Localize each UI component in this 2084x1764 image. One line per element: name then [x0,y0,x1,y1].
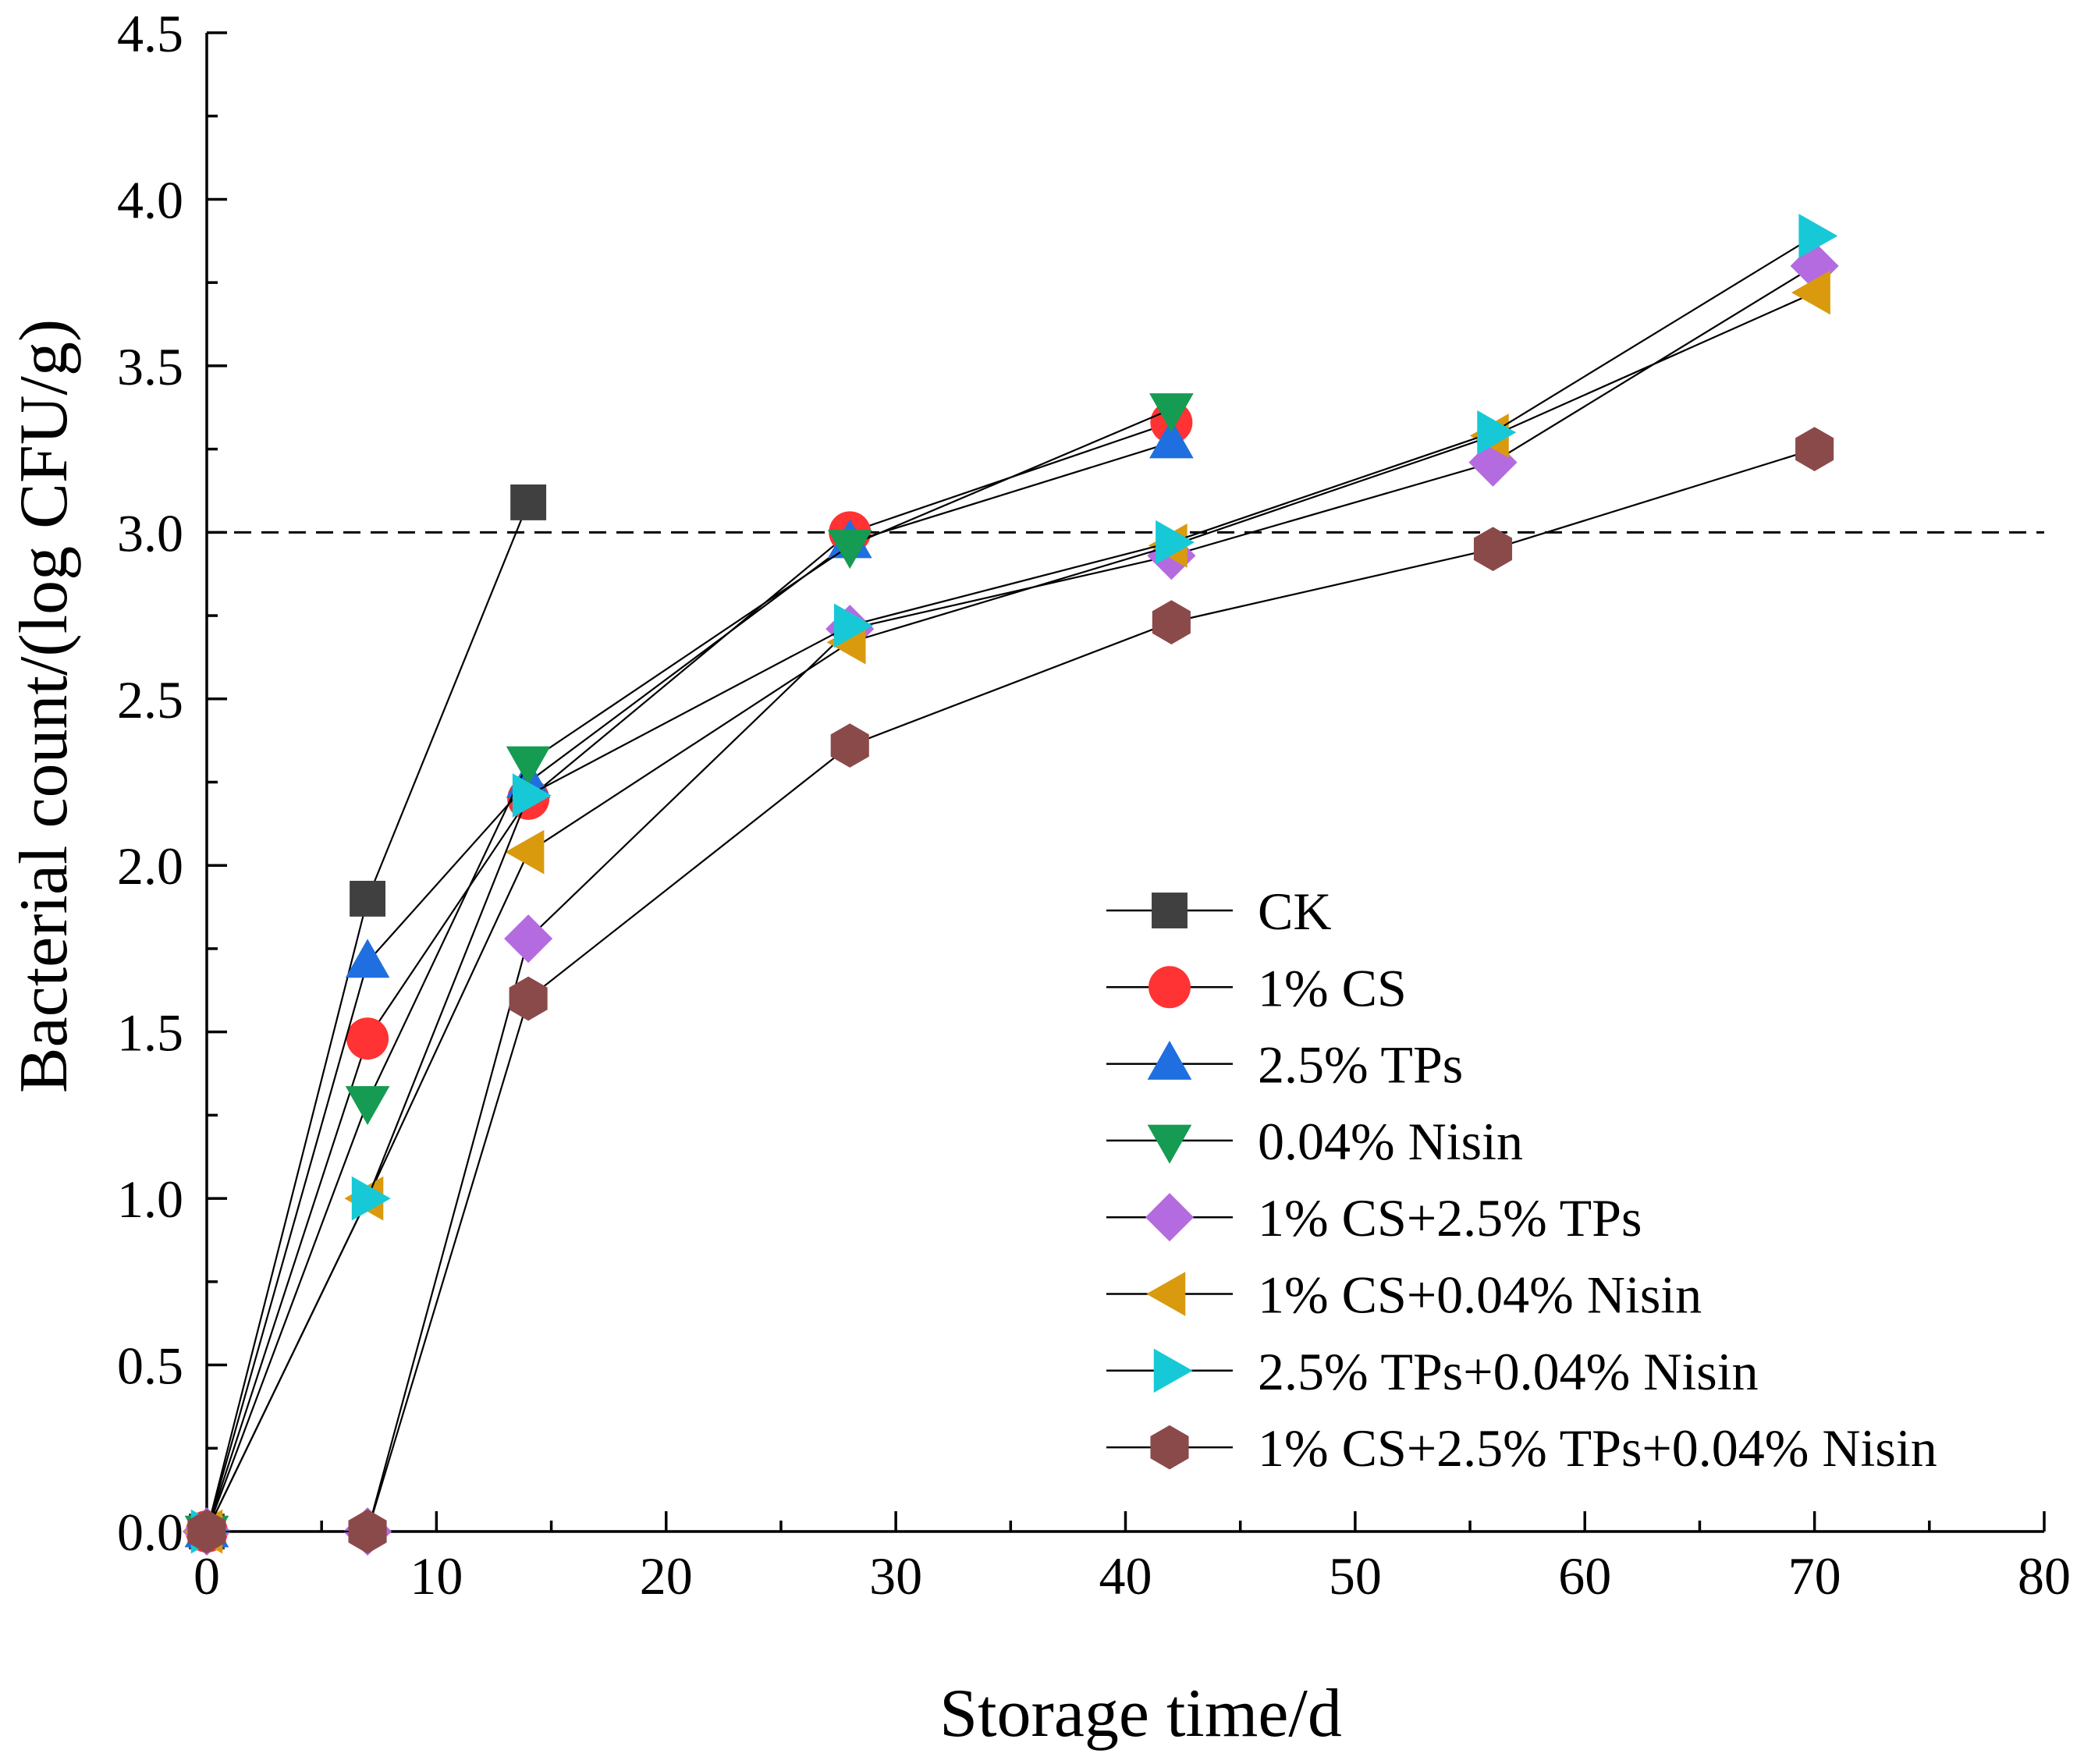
y-tick-label: 1.0 [117,1169,183,1229]
series-8 [187,427,1834,1554]
data-point [345,939,390,978]
legend-item: 1% CS [1106,958,1407,1017]
data-point [1477,410,1517,455]
legend-marker [1147,1124,1192,1164]
legend-label: 0.04% Nisin [1258,1112,1523,1171]
legend-label: CK [1258,882,1331,941]
y-tick-label: 3.5 [117,337,183,396]
legend-item: 1% CS+2.5% TPs [1106,1188,1642,1248]
data-point [510,484,547,520]
y-tick-label: 3.0 [117,503,183,563]
data-point [830,723,869,768]
legend-marker [1153,1348,1193,1393]
legend-label: 1% CS+2.5% TPs+0.04% Nisin [1258,1418,1937,1478]
data-point [1473,527,1513,572]
y-tick-label: 4.0 [117,170,183,229]
y-tick-label: 2.0 [117,836,183,896]
data-point [1156,520,1195,565]
legend-item: 2.5% TPs [1106,1035,1463,1095]
legend-marker [1145,1193,1195,1242]
data-point [346,1017,389,1060]
tick-labels: 0 10 20 30 40 50 60 70 80 0.0 0.5 1.0 1.5 2.0 2.5 3.0 3.… [117,4,2071,1606]
x-tick-label: 60 [1558,1546,1611,1606]
x-axis-title: Storage time/d [939,1676,1342,1752]
data-point [505,829,545,875]
x-tick-label: 30 [869,1546,922,1606]
legend-marker [1146,1272,1186,1316]
legend-item: 1% CS+0.04% Nisin [1106,1265,1702,1325]
data-point [345,1086,390,1126]
series-2 [186,401,1193,1553]
data-point [351,1176,391,1221]
legend: CK 1% CS 2.5% TPs 0.04% Nisin 1% CS+2.5% TPs… [1106,882,1937,1478]
series-line [205,442,1172,1532]
data-point [187,1509,226,1554]
series-line [205,502,530,1532]
axes [205,33,2044,1533]
data-point [827,530,872,570]
series-4 [184,393,1194,1555]
legend-label: 1% CS [1258,958,1407,1017]
x-tick-label: 80 [2018,1546,2071,1606]
x-tick-label: 20 [640,1546,693,1606]
legend-item: CK [1106,882,1331,941]
data-point [350,880,386,917]
legend-item: 2.5% TPs+0.04% Nisin [1106,1342,1759,1401]
data-point [1795,427,1834,471]
y-tick-label: 0.0 [117,1503,183,1562]
x-tick-label: 50 [1329,1546,1382,1606]
y-axis-title: Bacterial count/(log CFU/g) [6,319,82,1093]
y-tick-label: 1.5 [117,1003,183,1063]
data-point [834,603,873,648]
x-tick-label: 70 [1788,1546,1841,1606]
legend-label: 2.5% TPs [1258,1035,1463,1095]
y-tick-label: 2.5 [117,670,183,729]
series-group [182,214,1839,1556]
legend-label: 2.5% TPs+0.04% Nisin [1258,1342,1759,1401]
legend-marker [1150,1425,1189,1470]
series-1 [189,484,547,1549]
data-point [1149,393,1194,433]
legend-marker [1147,1040,1192,1080]
legend-marker [1149,966,1191,1009]
x-tick-label: 10 [410,1546,463,1606]
data-point [1791,270,1830,315]
data-point [504,914,553,964]
legend-item: 1% CS+2.5% TPs+0.04% Nisin [1106,1418,1937,1478]
y-tick-label: 0.5 [117,1336,183,1396]
series-line [206,235,1816,1532]
data-point [1149,419,1194,459]
tick-marks [205,31,2046,1533]
series-3 [184,419,1194,1548]
legend-label: 1% CS+0.04% Nisin [1258,1265,1702,1325]
data-point [348,1509,387,1554]
legend-item: 0.04% Nisin [1106,1112,1523,1171]
data-point [509,976,548,1021]
data-point [1152,600,1191,644]
data-point [512,773,552,818]
legend-label: 1% CS+2.5% TPs [1258,1188,1642,1248]
data-point [1798,214,1838,258]
y-tick-label: 4.5 [117,4,183,63]
legend-marker [1152,893,1188,928]
x-tick-label: 40 [1099,1546,1152,1606]
data-point [506,746,551,786]
x-tick-label: 0 [193,1546,220,1606]
